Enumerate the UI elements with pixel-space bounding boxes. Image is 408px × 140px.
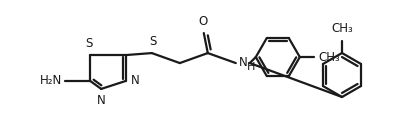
Text: H₂N: H₂N [40, 74, 62, 88]
Text: O: O [198, 15, 207, 28]
Text: H: H [247, 62, 255, 72]
Text: N: N [97, 94, 106, 107]
Text: N: N [239, 56, 248, 69]
Text: CH₃: CH₃ [319, 51, 341, 64]
Text: N: N [131, 74, 140, 88]
Text: S: S [149, 35, 157, 48]
Text: CH₃: CH₃ [331, 22, 353, 35]
Text: S: S [86, 37, 93, 50]
